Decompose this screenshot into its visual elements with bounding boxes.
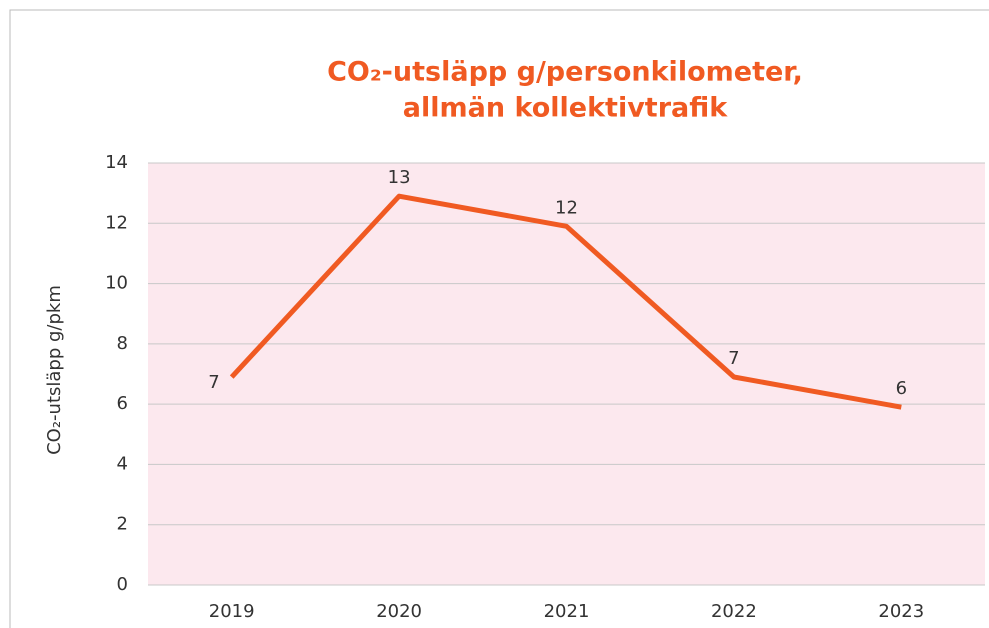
data-label: 12: [555, 197, 578, 218]
chart-title: allmän kollektivtrafik: [403, 93, 728, 124]
y-tick-label: 2: [117, 514, 128, 535]
plot-area: [148, 163, 985, 585]
y-axis-label: CO₂-utsläpp g/pkm: [44, 285, 65, 455]
x-tick-label: 2023: [878, 601, 924, 622]
y-tick-label: 0: [117, 574, 128, 595]
y-tick-label: 6: [117, 393, 128, 414]
y-tick-label: 8: [117, 333, 128, 354]
y-tick-label: 14: [105, 152, 128, 173]
data-label: 7: [728, 348, 739, 369]
y-tick-label: 10: [105, 273, 128, 294]
x-tick-label: 2020: [376, 601, 422, 622]
x-tick-label: 2019: [209, 601, 255, 622]
data-label: 6: [896, 378, 907, 399]
data-label: 7: [208, 372, 219, 393]
y-tick-label: 4: [117, 453, 128, 474]
frame: [9, 9, 989, 628]
chart-title: CO₂-utsläpp g/personkilometer,: [327, 57, 803, 88]
x-tick-label: 2022: [711, 601, 757, 622]
x-tick-label: 2021: [544, 601, 590, 622]
data-line: [229, 193, 902, 410]
data-label: 13: [388, 167, 411, 188]
y-tick-label: 12: [105, 212, 128, 233]
